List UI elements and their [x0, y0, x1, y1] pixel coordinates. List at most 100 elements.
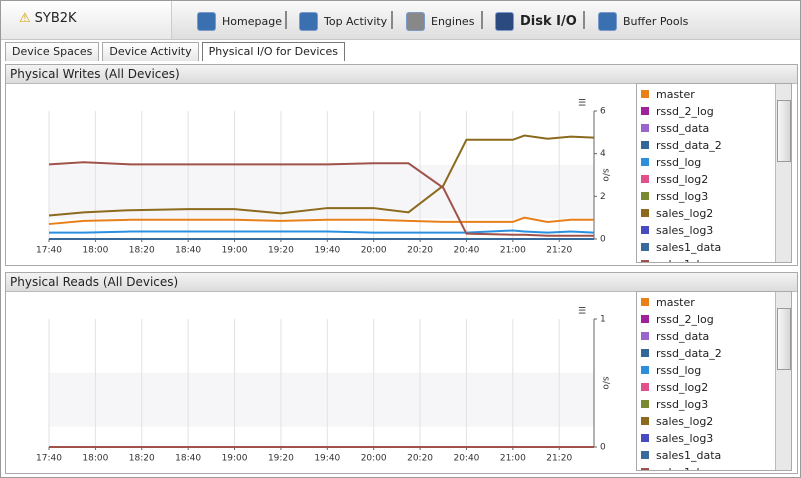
- legend-label: rssd_2_log: [656, 312, 714, 326]
- scroll-thumb[interactable]: [777, 100, 791, 162]
- panel-title: Physical Reads (All Devices): [6, 273, 797, 292]
- chart-panel: Physical Writes (All Devices) 17:40 18:00…: [5, 64, 798, 266]
- legend-label: sales1_log: [656, 258, 713, 263]
- legend-item[interactable]: rssd_2_log: [641, 311, 714, 327]
- legend-swatch: [641, 124, 649, 132]
- x-tick-label: 19:20: [268, 246, 294, 256]
- series-line: [48, 134, 595, 217]
- legend-swatch: [641, 434, 649, 442]
- legend-item[interactable]: rssd_data_2: [641, 137, 722, 153]
- nav-item[interactable]: Top Activity: [299, 12, 387, 31]
- separator: [583, 11, 585, 29]
- legend-swatch: [641, 400, 649, 408]
- scroll-thumb[interactable]: [777, 308, 791, 370]
- separator: [285, 11, 287, 29]
- legend-swatch: [641, 298, 649, 306]
- legend-item[interactable]: sales1_data: [641, 239, 721, 255]
- legend-item[interactable]: rssd_log: [641, 362, 701, 378]
- legend-swatch: [641, 141, 649, 149]
- tab[interactable]: Device Spaces: [5, 42, 100, 61]
- x-tick-label: 17:40: [36, 454, 62, 464]
- legend-item[interactable]: master: [641, 294, 695, 310]
- legend-swatch: [641, 107, 649, 115]
- legend-label: rssd_log3: [656, 397, 709, 411]
- legend-swatch: [641, 192, 649, 200]
- legend-item[interactable]: rssd_2_log: [641, 103, 714, 119]
- nav-label: Top Activity: [324, 15, 388, 28]
- legend-item[interactable]: sales1_log: [641, 464, 713, 470]
- legend-item[interactable]: sales_log3: [641, 222, 713, 238]
- legend-item[interactable]: rssd_log3: [641, 188, 708, 204]
- legend-label: rssd_log: [656, 363, 702, 377]
- series-line: [48, 161, 594, 237]
- legend-label: rssd_data_2: [656, 138, 722, 152]
- legend-item[interactable]: sales1_data: [641, 447, 721, 463]
- nav-label: Homepage: [222, 15, 282, 28]
- legend-label: master: [656, 87, 695, 101]
- legend-item[interactable]: rssd_log2: [641, 379, 708, 395]
- y-tick-label: 2: [600, 192, 606, 202]
- nav-item[interactable]: Buffer Pools: [598, 12, 688, 31]
- x-tick-label: 18:20: [129, 454, 155, 464]
- y-tick-label: 1: [600, 315, 606, 325]
- legend-swatch: [641, 451, 649, 459]
- legend-item[interactable]: rssd_log2: [641, 171, 708, 187]
- legend-item[interactable]: sales_log2: [641, 205, 713, 221]
- legend-item[interactable]: rssd_data_2: [641, 345, 722, 361]
- server[interactable]: ⚠ SYB2K: [19, 11, 77, 26]
- legend-item[interactable]: sales1_log: [641, 256, 713, 263]
- nav-item[interactable]: Disk I/O: [495, 12, 577, 31]
- legend-toggle[interactable]: ☰: [578, 99, 586, 109]
- legend-label: sales_log3: [656, 223, 714, 237]
- x-tick-label: 19:00: [222, 246, 248, 256]
- x-tick-label: 20:00: [361, 246, 387, 256]
- nav-label: Disk I/O: [520, 14, 577, 29]
- legend-swatch: [641, 315, 649, 323]
- legend-label: sales_log2: [656, 206, 714, 220]
- nav-item[interactable]: Engines: [406, 12, 474, 31]
- y-axis-label: s/o: [601, 376, 611, 390]
- legend-label: sales1_data: [656, 240, 722, 254]
- panel-title: Physical Writes (All Devices): [6, 65, 797, 84]
- series-line: [48, 216, 594, 226]
- y-tick-label: 0: [600, 235, 606, 245]
- legend-item[interactable]: sales_log3: [641, 430, 713, 446]
- x-tick-label: 19:40: [314, 454, 340, 464]
- legend-swatch: [641, 90, 649, 98]
- legend-swatch: [641, 332, 649, 340]
- x-tick-label: 21:00: [500, 454, 526, 464]
- x-tick-label: 20:00: [361, 454, 387, 464]
- legend-toggle[interactable]: ☰: [578, 307, 586, 317]
- legend-label: sales1_data: [656, 448, 722, 462]
- x-tick-label: 21:00: [500, 246, 526, 256]
- legend-item[interactable]: rssd_log: [641, 154, 701, 170]
- nav-item[interactable]: Homepage: [197, 12, 282, 31]
- separator: [391, 11, 393, 29]
- scrollbar[interactable]: [775, 84, 791, 262]
- legend-label: rssd_log2: [656, 172, 709, 186]
- x-tick-label: 18:40: [175, 246, 201, 256]
- legend-swatch: [641, 175, 649, 183]
- tab[interactable]: Device Activity: [102, 42, 199, 61]
- legend-item[interactable]: rssd_data: [641, 328, 709, 344]
- legend-label: master: [656, 295, 695, 309]
- server-box: [1, 1, 172, 39]
- legend-label: sales_log3: [656, 431, 714, 445]
- legend-label: rssd_log: [656, 155, 702, 169]
- legend-swatch: [641, 366, 649, 374]
- legend-item[interactable]: sales_log2: [641, 413, 713, 429]
- legend-item[interactable]: rssd_data: [641, 120, 709, 136]
- x-tick-label: 21:20: [546, 246, 572, 256]
- legend-item[interactable]: master: [641, 86, 695, 102]
- tab[interactable]: Physical I/O for Devices: [201, 42, 345, 61]
- legend-swatch: [641, 158, 649, 166]
- legend-label: rssd_2_log: [656, 104, 714, 118]
- y-tick-label: 6: [600, 107, 606, 117]
- legend-item[interactable]: rssd_log3: [641, 396, 708, 412]
- x-tick-label: 19:00: [222, 454, 248, 464]
- scrollbar[interactable]: [775, 292, 791, 470]
- x-tick-label: 20:40: [453, 246, 479, 256]
